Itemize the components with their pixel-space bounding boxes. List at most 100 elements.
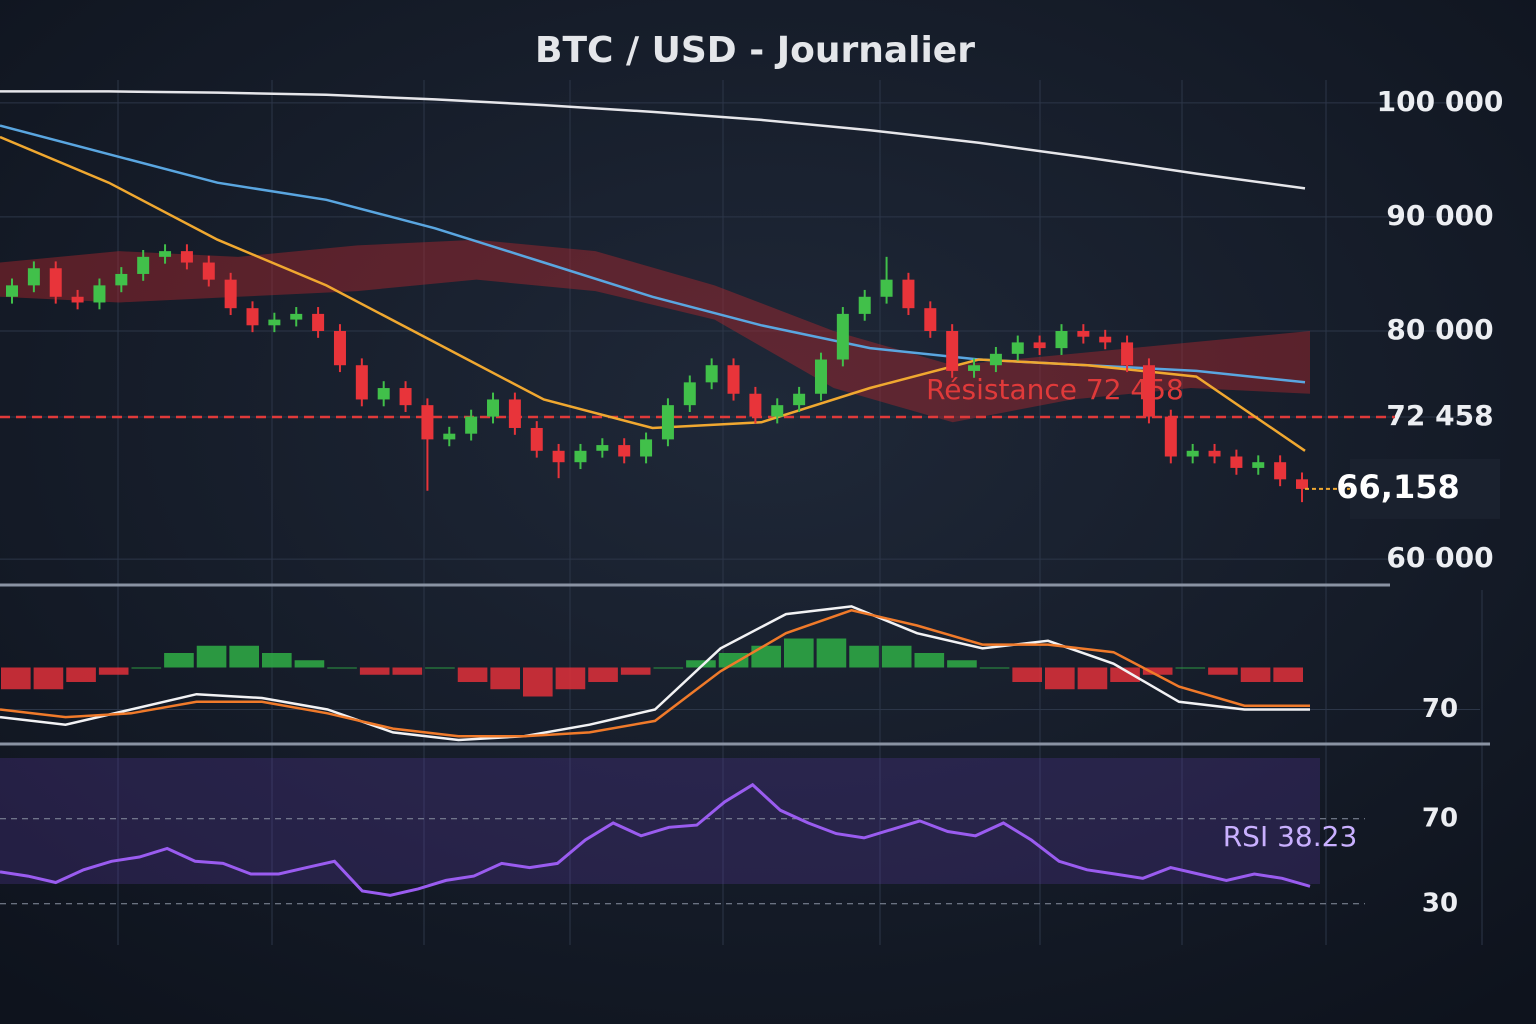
macd-histogram-bar	[1, 667, 31, 690]
macd-histogram-bar	[686, 660, 716, 668]
moving-average	[0, 135, 1306, 452]
candle-body	[1033, 342, 1046, 349]
macd-histogram-bar	[784, 638, 814, 668]
candle-body	[1099, 336, 1112, 343]
macd-histogram-bar	[555, 667, 586, 690]
macd-histogram-bar	[1012, 667, 1042, 682]
macd-histogram-bar	[1273, 667, 1303, 682]
macd-histogram-bar	[1142, 667, 1173, 675]
macd-line	[0, 605, 1310, 742]
resistance-label: Résistance 72 458	[926, 373, 1184, 406]
macd-histogram-bar	[1208, 667, 1238, 675]
macd-histogram-bar	[98, 667, 129, 675]
candle-body	[246, 308, 259, 326]
candle-body	[705, 365, 718, 383]
macd-histogram-bar	[33, 667, 64, 690]
candle-body	[224, 279, 237, 309]
candle-body	[530, 427, 543, 451]
macd-histogram-bar	[457, 667, 488, 682]
candle-body	[683, 382, 696, 406]
candle-body	[6, 285, 18, 297]
y-tick-label: 30	[1422, 888, 1458, 918]
candle-body	[968, 365, 981, 371]
candle-body	[399, 388, 412, 406]
candle-body	[661, 405, 674, 440]
candle-body	[1142, 365, 1155, 417]
y-tick-label: 70	[1422, 694, 1458, 724]
candle-body	[1121, 342, 1134, 366]
macd-histogram-bar	[294, 660, 325, 668]
chart-title: BTC / USD - Journalier	[535, 30, 975, 71]
macd-histogram-bar	[66, 667, 96, 682]
macd-histogram-bar	[229, 645, 259, 668]
candle-body	[93, 285, 106, 303]
rsi-band	[0, 758, 1320, 884]
macd-histogram-bar	[849, 645, 879, 668]
y-tick-label: 70	[1422, 803, 1458, 833]
candle-body	[137, 256, 150, 274]
candle-body	[771, 405, 784, 417]
candle-body	[1252, 462, 1265, 468]
macd-histogram-bar	[947, 660, 977, 668]
candle-body	[333, 331, 346, 366]
candle-body	[465, 416, 478, 434]
y-tick-label: 80 000	[1386, 313, 1493, 346]
macd-line	[0, 609, 1310, 738]
macd-histogram-bar	[359, 667, 390, 675]
macd-histogram-bar	[588, 667, 618, 682]
candle-body	[268, 319, 281, 326]
macd-histogram-bar	[392, 667, 423, 675]
candle-body	[49, 268, 62, 297]
candle-body	[574, 450, 587, 463]
y-tick-label: 60 000	[1386, 541, 1493, 574]
candle-body	[202, 262, 215, 280]
macd-histogram-bar	[1045, 667, 1075, 690]
candle-body	[115, 273, 128, 286]
macd-histogram-bar	[1110, 667, 1140, 682]
macd-histogram-bar	[164, 653, 194, 668]
candle-body	[1055, 331, 1068, 349]
macd-histogram-bar	[425, 667, 455, 669]
last-price-label: 66,158	[1336, 468, 1459, 506]
candle-body	[377, 388, 390, 400]
candle-body	[1011, 342, 1024, 354]
candle-body	[421, 405, 434, 440]
candle-body	[989, 353, 1002, 366]
macd-histogram-bar	[816, 638, 847, 668]
candle-body	[924, 308, 937, 331]
candle-body	[1077, 331, 1090, 337]
macd-histogram-bar	[653, 667, 684, 669]
candle-body	[880, 279, 893, 297]
candle-body	[618, 445, 631, 457]
candle-body	[902, 279, 915, 309]
candle-body	[749, 393, 762, 417]
moving-average	[0, 90, 1306, 190]
rsi-line	[0, 782, 1311, 897]
macd-histogram-bar	[1240, 667, 1271, 682]
macd-histogram-bar	[914, 653, 945, 668]
candle-body	[1186, 450, 1199, 457]
y-tick-label: 90 000	[1386, 199, 1493, 232]
candle-body	[793, 393, 806, 406]
candle-body	[727, 365, 740, 394]
candle-body	[946, 331, 959, 371]
candle-body	[836, 313, 849, 360]
candle-body	[1296, 479, 1308, 489]
candle-body	[1274, 462, 1287, 480]
rsi-label: RSI 38.23	[1223, 820, 1358, 853]
macd-histogram-bar	[718, 653, 749, 668]
macd-histogram-bar	[979, 667, 1010, 669]
candle-body	[180, 251, 193, 263]
candle-body	[640, 439, 653, 457]
y-tick-label: 72 458	[1386, 399, 1493, 432]
candle-body	[71, 296, 84, 303]
candle-body	[312, 313, 325, 331]
candle-body	[290, 313, 303, 320]
macd-histogram-bar	[131, 667, 162, 669]
macd-histogram-bar	[327, 667, 357, 669]
last-price-tag	[1350, 458, 1500, 519]
candle-body	[858, 296, 871, 314]
candle-body	[1164, 416, 1177, 457]
macd-histogram-bar	[490, 667, 520, 690]
